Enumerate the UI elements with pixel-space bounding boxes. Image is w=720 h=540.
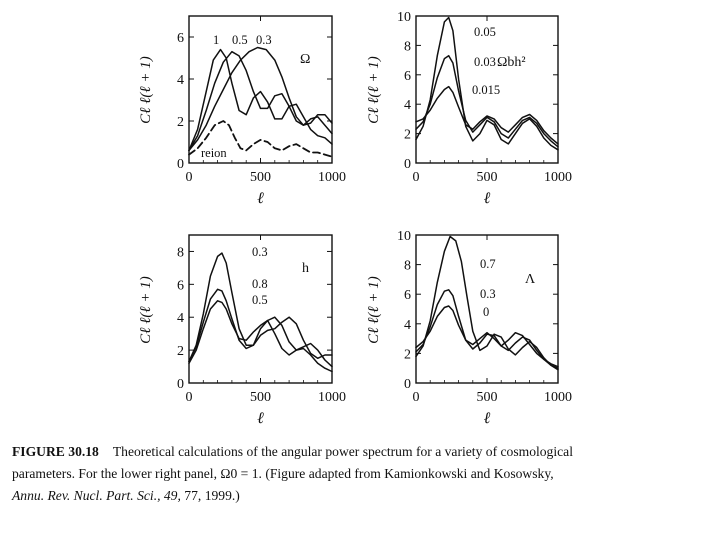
y-tick-label: 10 [397,229,411,244]
y-tick-label: 8 [404,39,411,54]
x-tick-label: 1000 [544,170,572,185]
x-axis-label: ℓ [257,410,264,427]
y-tick-label: 2 [177,115,184,130]
x-tick-label: 500 [477,170,498,185]
x-tick-label: 0 [186,390,193,405]
series-line-0.3 [188,46,333,152]
y-tick-label: 4 [404,318,411,333]
y-tick-label: 0 [404,157,411,172]
caption-figure-label: FIGURE 30.18 [12,444,99,459]
panel-bottom-right: 0 500 1000 0 2 4 6 8 10 ℓ Cℓ ℓ(ℓ + 1) Λ 0.7 0.3 0 [366,229,572,427]
x-axis-label: ℓ [484,190,491,207]
y-axis-label: Cℓ ℓ(ℓ + 1) [138,276,154,344]
caption-line-1: FIGURE 30.18 Theoretical calculations of … [12,441,712,463]
series-line-0.8 [188,288,333,363]
x-tick-label: 0 [413,390,420,405]
caption-line-2: parameters. For the lower right panel, Ω… [12,466,554,481]
series-label-0.015: 0.015 [472,83,500,97]
x-tick-label: 500 [250,170,271,185]
y-tick-label: 0 [404,377,411,392]
series-label-1: 1 [213,33,219,47]
y-tick-label: 8 [404,259,411,274]
caption-text-1: Theoretical calculations of the angular … [112,444,573,459]
x-tick-label: 0 [413,170,420,185]
series-label-0.3: 0.3 [480,287,496,301]
y-tick-label: 10 [397,10,411,25]
series-line-0.05 [415,16,559,151]
x-axis-label: ℓ [257,190,264,207]
series-line-0.5 [188,50,333,152]
panel-bottom-left: 0 500 1000 0 2 4 6 8 ℓ Cℓ ℓ(ℓ + 1) h 0.3 0.8 0.5 [138,234,346,427]
y-tick-label: 6 [404,288,411,303]
series-line-0.015 [415,85,559,145]
caption-citation: Annu. Rev. Nucl. Part. Sci., 49, [12,488,181,503]
y-tick-label: 2 [404,128,411,143]
series-line-1 [188,48,333,152]
series-line-0 [415,305,559,368]
y-axis-label: Cℓ ℓ(ℓ + 1) [138,56,154,124]
caption-citation-tail: 77, 1999.) [184,488,240,503]
x-tick-label: 500 [250,390,271,405]
annotation-label: reion [201,146,227,160]
series-label-0.3: 0.3 [252,245,268,259]
x-axis-label: ℓ [484,410,491,427]
y-tick-label: 8 [177,245,184,260]
y-tick-label: 0 [177,157,184,172]
series-label-0.5: 0.5 [252,293,268,307]
series-label-0: 0 [483,305,489,319]
series-line-0.03 [415,54,559,148]
series-label-0.03: 0.03 [474,55,496,69]
y-tick-label: 4 [404,98,411,113]
y-axis-label: Cℓ ℓ(ℓ + 1) [366,276,382,344]
caption-line-3: Annu. Rev. Nucl. Part. Sci., 49, 77, 199… [12,485,712,507]
y-axis-label: Cℓ ℓ(ℓ + 1) [366,56,382,124]
series-label-0.7: 0.7 [480,257,496,271]
y-tick-label: 2 [404,347,411,362]
y-tick-label: 6 [177,278,184,293]
parameter-label: Ω [300,52,310,67]
y-tick-label: 6 [404,69,411,84]
x-tick-label: 500 [477,390,498,405]
series-line-0.3 [188,252,333,373]
panel-top-right: 0 500 1000 0 2 4 6 8 10 ℓ Cℓ ℓ(ℓ + 1) Ωbh² 0.05 0.03 0… [366,10,572,207]
series-line-0.5 [188,300,333,368]
series-label-0.8: 0.8 [252,277,268,291]
series-line-0.3 [415,289,559,369]
panel-top-left: 0 500 1000 0 2 4 6 ℓ Cℓ ℓ(ℓ + 1) Ω 1 0.5 0.3 reion [138,15,346,207]
x-tick-label: 0 [186,170,193,185]
y-tick-label: 4 [177,73,184,88]
x-tick-label: 1000 [318,390,346,405]
y-tick-label: 4 [177,311,184,326]
parameter-label: h [302,261,309,276]
x-tick-label: 1000 [318,170,346,185]
series-line-reion [188,120,333,158]
parameter-label: Ωbh² [497,55,526,70]
series-label-0.5: 0.5 [232,33,248,47]
parameter-label: Λ [525,272,536,287]
series-label-0.3: 0.3 [256,33,272,47]
x-tick-label: 1000 [544,390,572,405]
y-tick-label: 0 [177,377,184,392]
series-label-0.05: 0.05 [474,25,496,39]
y-tick-label: 2 [177,344,184,359]
y-tick-label: 6 [177,31,184,46]
figure-caption: FIGURE 30.18 Theoretical calculations of … [12,441,712,507]
